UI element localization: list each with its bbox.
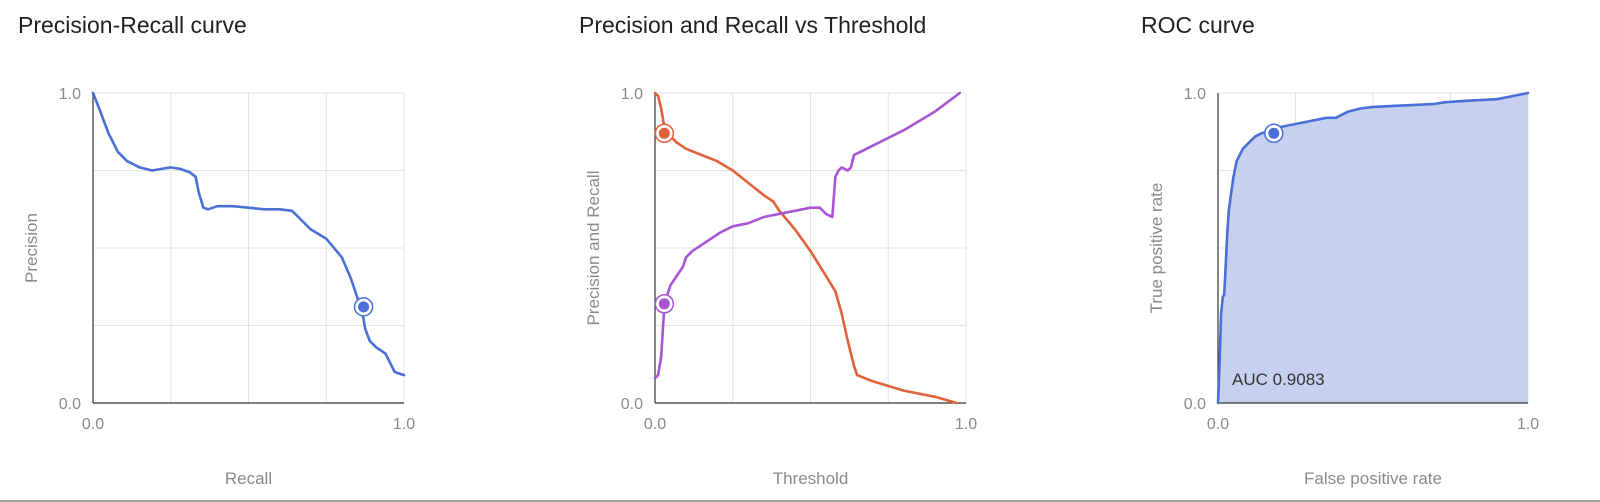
- series-line-1: [653, 91, 962, 380]
- y-tick-label-min: 0.0: [621, 396, 643, 413]
- chart-title-threshold: Precision and Recall vs Threshold: [579, 12, 927, 38]
- y-axis-label: True positive rate: [1147, 183, 1166, 314]
- threshold-marker-0: [658, 127, 670, 139]
- y-axis-label: Precision: [22, 213, 41, 283]
- x-axis-label: Recall: [225, 469, 272, 488]
- x-tick-label-max: 1.0: [393, 416, 415, 433]
- y-tick-label-max: 1.0: [59, 86, 81, 103]
- x-tick-label-max: 1.0: [1517, 416, 1539, 433]
- x-axis-label: False positive rate: [1304, 469, 1442, 488]
- y-tick-label-max: 1.0: [1184, 86, 1206, 103]
- threshold-marker-1: [658, 298, 670, 310]
- auc-annotation: AUC 0.9083: [1232, 370, 1325, 389]
- x-tick-label-min: 0.0: [1207, 416, 1229, 433]
- bottom-divider: [0, 500, 1600, 502]
- y-tick-label-min: 0.0: [59, 396, 81, 413]
- x-tick-label-max: 1.0: [955, 416, 977, 433]
- x-tick-label-min: 0.0: [82, 416, 104, 433]
- series-area-0: [1218, 93, 1528, 403]
- y-axis-label: Precision and Recall: [584, 171, 603, 326]
- x-axis-label: Threshold: [773, 469, 849, 488]
- chart-title-roc: ROC curve: [1141, 12, 1255, 38]
- x-tick-label-min: 0.0: [644, 416, 666, 433]
- y-tick-label-min: 0.0: [1184, 396, 1206, 413]
- threshold-marker-0: [358, 301, 370, 313]
- series-line-0: [91, 91, 406, 377]
- chart-title-precision-recall: Precision-Recall curve: [18, 12, 247, 38]
- threshold-marker-0: [1268, 127, 1280, 139]
- y-tick-label-max: 1.0: [621, 86, 643, 103]
